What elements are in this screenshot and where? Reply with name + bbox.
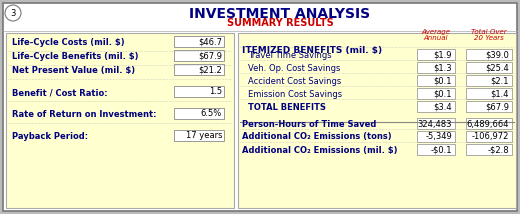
- Text: 6.5%: 6.5%: [201, 109, 222, 118]
- Bar: [466, 118, 512, 129]
- Text: 324,483: 324,483: [418, 119, 452, 128]
- Text: $39.0: $39.0: [485, 51, 509, 59]
- Bar: [466, 75, 512, 86]
- Bar: [466, 88, 512, 99]
- Bar: [417, 144, 455, 155]
- Bar: [417, 88, 455, 99]
- Bar: [174, 36, 224, 47]
- Text: $2.1: $2.1: [490, 76, 509, 86]
- Text: $67.9: $67.9: [485, 103, 509, 111]
- Text: $1.4: $1.4: [490, 89, 509, 98]
- Bar: [466, 62, 512, 73]
- Text: 1.5: 1.5: [209, 87, 222, 96]
- Text: 3: 3: [10, 9, 16, 18]
- Text: $25.4: $25.4: [485, 64, 509, 73]
- Text: Rate of Return on Investment:: Rate of Return on Investment:: [12, 110, 157, 119]
- Text: INVESTMENT ANALYSIS: INVESTMENT ANALYSIS: [189, 7, 371, 21]
- Bar: [417, 75, 455, 86]
- Bar: [417, 118, 455, 129]
- Text: Annual: Annual: [424, 35, 448, 41]
- Text: Additional CO₂ Emissions (tons): Additional CO₂ Emissions (tons): [242, 132, 392, 141]
- Text: -$0.1: -$0.1: [431, 146, 452, 155]
- Bar: [238, 33, 516, 208]
- Text: Additional CO₂ Emissions (mil. $): Additional CO₂ Emissions (mil. $): [242, 146, 397, 155]
- Bar: [466, 49, 512, 60]
- Text: -106,972: -106,972: [472, 132, 509, 141]
- Text: TOTAL BENEFITS: TOTAL BENEFITS: [248, 103, 326, 111]
- Bar: [174, 64, 224, 75]
- Bar: [466, 101, 512, 112]
- Bar: [174, 108, 224, 119]
- Bar: [417, 131, 455, 142]
- Text: Life-Cycle Benefits (mil. $): Life-Cycle Benefits (mil. $): [12, 52, 138, 61]
- Text: $0.1: $0.1: [434, 76, 452, 86]
- Text: Net Present Value (mil. $): Net Present Value (mil. $): [12, 66, 135, 75]
- Text: Total Over: Total Over: [471, 29, 507, 35]
- Text: Travel Time Savings: Travel Time Savings: [248, 51, 332, 59]
- Text: $1.3: $1.3: [433, 64, 452, 73]
- Text: Person-Hours of Time Saved: Person-Hours of Time Saved: [242, 119, 376, 128]
- Text: SUMMARY RESULTS: SUMMARY RESULTS: [227, 18, 333, 28]
- Text: -$2.8: -$2.8: [487, 146, 509, 155]
- Text: $1.9: $1.9: [434, 51, 452, 59]
- Bar: [174, 50, 224, 61]
- Bar: [466, 131, 512, 142]
- Text: Veh. Op. Cost Savings: Veh. Op. Cost Savings: [248, 64, 341, 73]
- Circle shape: [5, 5, 21, 21]
- Text: Emission Cost Savings: Emission Cost Savings: [248, 89, 342, 98]
- Text: 6,489,664: 6,489,664: [466, 119, 509, 128]
- Text: $0.1: $0.1: [434, 89, 452, 98]
- Text: $21.2: $21.2: [198, 65, 222, 74]
- Text: Average: Average: [422, 29, 450, 35]
- Text: $67.9: $67.9: [198, 51, 222, 60]
- Text: ITEMIZED BENEFITS (mil. $): ITEMIZED BENEFITS (mil. $): [242, 46, 382, 55]
- Bar: [174, 86, 224, 97]
- Text: $3.4: $3.4: [433, 103, 452, 111]
- Bar: [466, 144, 512, 155]
- Text: -5,349: -5,349: [425, 132, 452, 141]
- Text: Accident Cost Savings: Accident Cost Savings: [248, 76, 341, 86]
- Text: 17 years: 17 years: [186, 131, 222, 140]
- Bar: [6, 33, 234, 208]
- Bar: [174, 130, 224, 141]
- Text: $46.7: $46.7: [198, 37, 222, 46]
- Bar: [417, 49, 455, 60]
- Bar: [417, 101, 455, 112]
- Text: 20 Years: 20 Years: [474, 35, 504, 41]
- Text: Payback Period:: Payback Period:: [12, 132, 88, 141]
- Text: Benefit / Cost Ratio:: Benefit / Cost Ratio:: [12, 88, 108, 97]
- Bar: [417, 62, 455, 73]
- Text: Life-Cycle Costs (mil. $): Life-Cycle Costs (mil. $): [12, 38, 125, 47]
